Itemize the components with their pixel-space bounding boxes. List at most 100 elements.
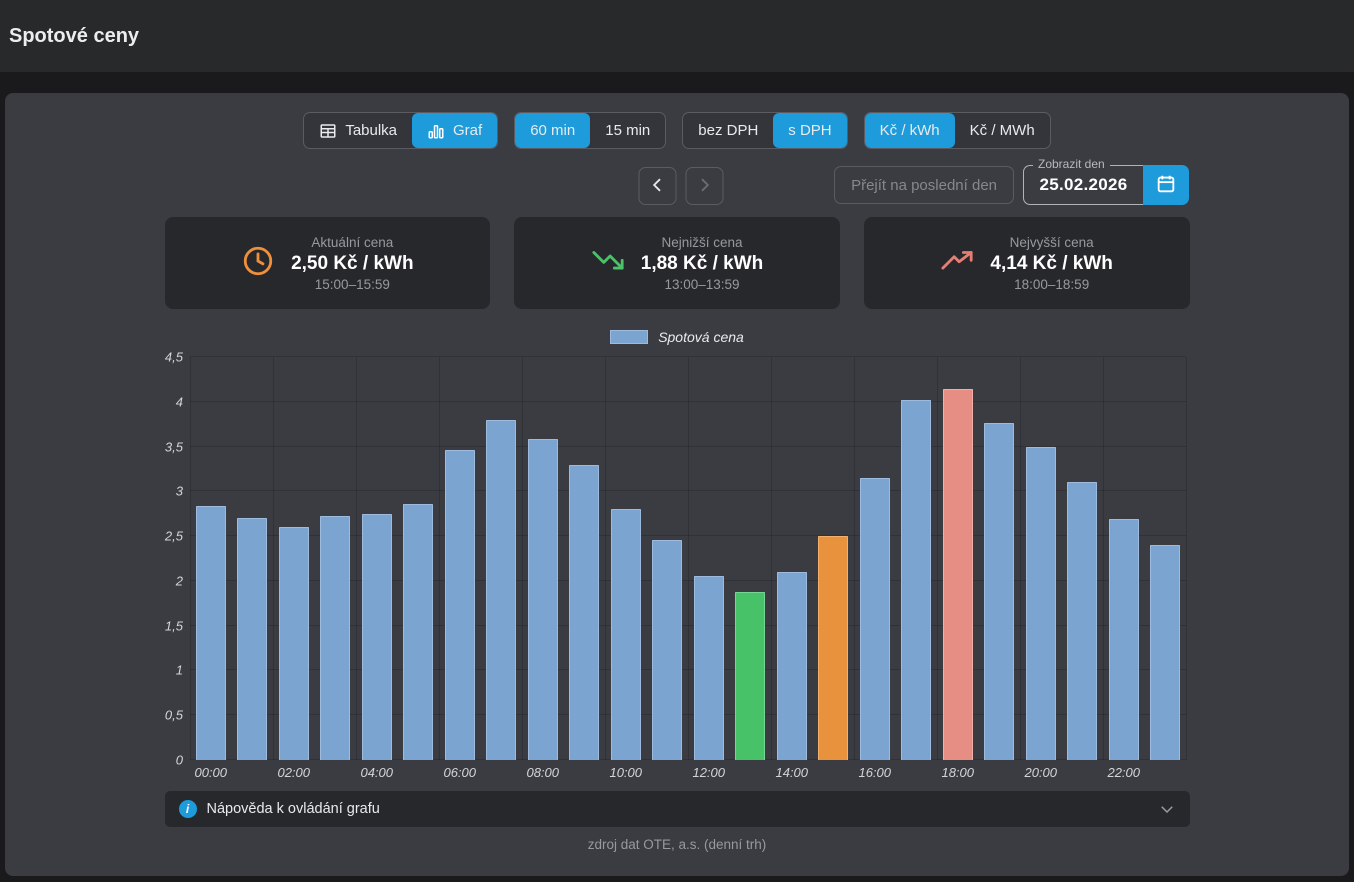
gridline-horizontal (190, 759, 1186, 760)
highest-price-label: Nejvyšší cena (1009, 234, 1094, 250)
chevron-right-icon (695, 175, 715, 198)
chart-bar-11:00[interactable] (652, 539, 683, 760)
clock-icon (241, 244, 275, 283)
x-axis-tick-label: 00:00 (194, 765, 228, 780)
chart-bar-06:00[interactable] (444, 450, 475, 760)
current-price-time: 15:00–15:59 (314, 276, 390, 292)
data-source-note: zdroj dat OTE, a.s. (denní trh) (587, 837, 767, 852)
main-panel: Tabulka Graf 60 min 15 min (5, 93, 1349, 876)
chevron-down-icon[interactable] (1158, 800, 1176, 818)
app-header: Spotové ceny (0, 0, 1354, 72)
gridline-horizontal (190, 624, 1186, 626)
chart-bar-12:00[interactable] (693, 576, 724, 760)
chart-bar-10:00[interactable] (610, 509, 641, 760)
unit-toggle: Kč / kWh Kč / MWh (863, 112, 1051, 149)
interval-toggle: 60 min 15 min (514, 112, 667, 149)
chart-help-accordion[interactable]: i Nápověda k ovládání grafu (164, 791, 1190, 827)
gridline-horizontal (190, 669, 1186, 671)
vat-with-label: s DPH (788, 122, 832, 139)
x-axis-tick-label: 10:00 (609, 765, 643, 780)
chart-bar-21:00[interactable] (1067, 482, 1098, 760)
chart-bar-15:00[interactable] (818, 536, 849, 760)
x-axis-tick-label: 06:00 (443, 765, 477, 780)
gridline-vertical (1103, 357, 1104, 760)
chart-bar-19:00[interactable] (984, 423, 1015, 760)
vat-toggle-with[interactable]: s DPH (773, 113, 847, 148)
chart-y-axis: 0 0,5 1 1,5 2 2,5 3 3,5 4 4,5 (5, 350, 183, 768)
legend-label: Spotová cena (658, 329, 744, 345)
date-input-label: Zobrazit den (1033, 157, 1110, 171)
date-value: 25.02.2026 (1039, 175, 1128, 194)
date-input[interactable]: Zobrazit den 25.02.2026 (1023, 157, 1143, 205)
lowest-price-value: 1,88 Kč / kWh (640, 252, 764, 274)
chart-bar-20:00[interactable] (1025, 446, 1056, 760)
chart-bar-02:00[interactable] (278, 527, 309, 760)
chart-legend[interactable]: Spotová cena (5, 329, 1349, 345)
gridline-horizontal (190, 356, 1186, 357)
gridline-vertical (356, 357, 357, 760)
vat-toggle: bez DPH s DPH (682, 112, 848, 149)
legend-swatch (610, 330, 649, 344)
gridline-vertical (190, 357, 191, 760)
date-picker: Zobrazit den 25.02.2026 (1023, 157, 1189, 205)
spot-price-chart: Spotová cena 0 0,5 1 1,5 2 2,5 3 3,5 4 4,5 00:00 0… (5, 329, 1349, 781)
x-axis-tick-label: 08:00 (526, 765, 560, 780)
y-axis-tick-label: 1 (175, 662, 183, 678)
gridline-vertical (854, 357, 855, 760)
calendar-icon (1155, 173, 1177, 198)
chart-bar-18:00[interactable] (942, 389, 973, 760)
calendar-button[interactable] (1143, 165, 1189, 205)
y-axis-tick-label: 2 (175, 573, 183, 589)
gridline-horizontal (190, 400, 1186, 402)
chart-bar-00:00[interactable] (195, 505, 226, 760)
controls-row: Tabulka Graf 60 min 15 min (5, 112, 1349, 149)
chart-bar-04:00[interactable] (361, 513, 392, 760)
bar-chart-icon (427, 122, 445, 140)
view-toggle-table[interactable]: Tabulka (304, 113, 412, 148)
gridline-vertical (771, 357, 772, 760)
chart-bar-14:00[interactable] (776, 571, 807, 760)
chart-bar-03:00[interactable] (320, 516, 351, 760)
gridline-horizontal (190, 445, 1186, 447)
chart-bar-05:00[interactable] (403, 503, 434, 760)
chart-bar-09:00[interactable] (569, 465, 600, 760)
lowest-price-time: 13:00–13:59 (664, 276, 740, 292)
next-day-button[interactable] (685, 167, 724, 205)
chart-bar-01:00[interactable] (237, 518, 268, 760)
info-icon: i (178, 800, 197, 818)
x-axis-tick-label: 04:00 (360, 765, 394, 780)
vat-toggle-without[interactable]: bez DPH (683, 113, 773, 148)
highest-price-time: 18:00–18:59 (1014, 276, 1090, 292)
interval-60-label: 60 min (530, 122, 576, 139)
view-toggle: Tabulka Graf (303, 112, 499, 149)
interval-toggle-15min[interactable]: 15 min (590, 113, 665, 148)
unit-mwh-label: Kč / MWh (969, 122, 1035, 139)
view-toggle-graph[interactable]: Graf (412, 113, 498, 148)
page-title: Spotové ceny (9, 24, 140, 47)
x-axis-tick-label: 20:00 (1024, 765, 1058, 780)
unit-toggle-kwh[interactable]: Kč / kWh (864, 113, 955, 148)
y-axis-tick-label: 0 (175, 752, 183, 768)
interval-toggle-60min[interactable]: 60 min (515, 113, 591, 148)
go-to-last-day-button[interactable]: Přejít na poslední den (834, 166, 1014, 204)
chart-plot (190, 356, 1187, 760)
gridline-horizontal (190, 714, 1186, 716)
chart-bar-22:00[interactable] (1108, 519, 1139, 760)
chart-bar-17:00[interactable] (901, 400, 932, 760)
gridline-horizontal (190, 535, 1186, 537)
y-axis-tick-label: 4,5 (164, 349, 183, 365)
chart-bar-23:00[interactable] (1150, 545, 1181, 760)
previous-day-button[interactable] (638, 167, 677, 205)
unit-toggle-mwh[interactable]: Kč / MWh (955, 113, 1050, 148)
chart-bar-07:00[interactable] (486, 419, 517, 760)
chart-bar-13:00[interactable] (735, 591, 766, 760)
y-axis-tick-label: 2,5 (164, 528, 183, 544)
y-axis-tick-label: 4 (175, 394, 183, 410)
chart-bar-16:00[interactable] (859, 477, 890, 760)
gridline-horizontal (190, 490, 1186, 492)
x-axis-tick-label: 22:00 (1107, 765, 1141, 780)
interval-15-label: 15 min (605, 122, 651, 139)
chart-bar-08:00[interactable] (527, 438, 558, 760)
day-nav-arrows (638, 167, 724, 205)
gridline-vertical (605, 357, 606, 760)
